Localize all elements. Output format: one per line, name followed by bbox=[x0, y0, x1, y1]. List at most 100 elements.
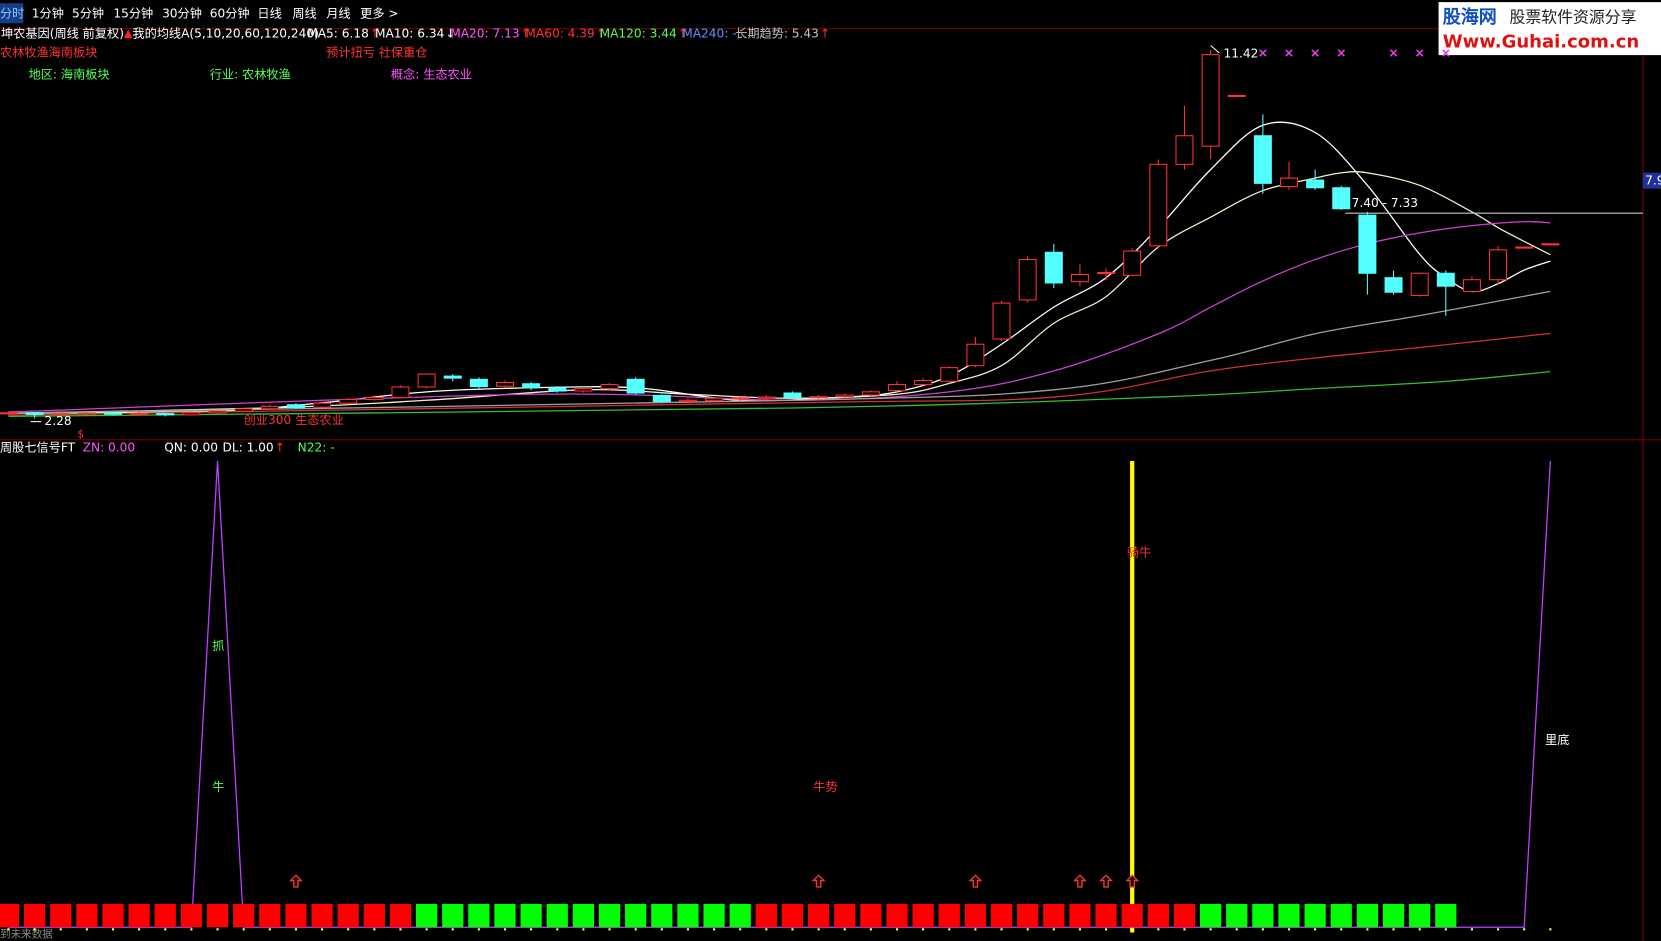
dot bbox=[190, 928, 193, 931]
readout: 概念: 生态农业 bbox=[391, 67, 472, 82]
tab[interactable]: 1分钟 bbox=[32, 5, 64, 20]
dot bbox=[1157, 928, 1160, 931]
readout-arrow: ↑ bbox=[820, 26, 830, 40]
signal-block bbox=[886, 903, 908, 928]
ma-line bbox=[8, 220, 1551, 413]
cross-marker bbox=[1311, 49, 1319, 57]
signal-block bbox=[363, 903, 385, 928]
candle-body bbox=[208, 410, 227, 414]
dot bbox=[164, 928, 167, 931]
candle-body bbox=[25, 412, 44, 415]
signal-block bbox=[1200, 903, 1222, 928]
tab[interactable]: 30分钟 bbox=[162, 5, 202, 20]
tab-highlight bbox=[0, 3, 24, 24]
signal-arrow bbox=[288, 874, 303, 888]
dot bbox=[33, 928, 36, 931]
candle-body bbox=[731, 397, 750, 400]
dot bbox=[7, 928, 10, 931]
signal-block bbox=[1173, 903, 1196, 928]
signal-label: 骑牛 bbox=[1127, 545, 1151, 560]
candle-body bbox=[260, 405, 279, 410]
candle-body bbox=[469, 378, 488, 388]
dot bbox=[1235, 928, 1238, 931]
panel-title: 周股七信号FT bbox=[0, 441, 76, 455]
candle-body bbox=[574, 388, 593, 392]
tab[interactable]: 60分钟 bbox=[210, 5, 250, 20]
signal-block bbox=[651, 903, 673, 928]
candle-body bbox=[417, 373, 436, 388]
dot bbox=[85, 928, 88, 931]
candle-body bbox=[783, 392, 802, 399]
tab[interactable]: 周线 bbox=[292, 6, 316, 20]
candle-body bbox=[51, 413, 70, 416]
dot bbox=[1392, 928, 1395, 931]
signal-block bbox=[468, 903, 490, 928]
dot bbox=[503, 928, 507, 931]
signal-block bbox=[520, 903, 542, 928]
candle-body bbox=[992, 302, 1011, 340]
readout: QN: 0.00 bbox=[164, 441, 218, 455]
cross-marker bbox=[1389, 49, 1398, 57]
candle-body bbox=[835, 394, 854, 398]
candle-body bbox=[1358, 214, 1377, 274]
candle-body bbox=[1489, 249, 1508, 281]
dot bbox=[843, 928, 846, 931]
signal-block bbox=[416, 903, 438, 928]
candle-body bbox=[1306, 179, 1325, 189]
readout: 行业: 农林牧渔 bbox=[210, 68, 291, 82]
candle-body bbox=[77, 412, 96, 415]
dot bbox=[556, 928, 559, 931]
dot bbox=[1366, 928, 1369, 931]
tab[interactable]: 5分钟 bbox=[72, 5, 104, 20]
signal-block bbox=[128, 903, 150, 928]
dot bbox=[1209, 928, 1212, 931]
candle-body bbox=[861, 391, 880, 396]
candle-body bbox=[391, 386, 410, 399]
tab[interactable]: 日线 bbox=[257, 6, 281, 20]
candle-body bbox=[966, 343, 985, 367]
candle-body bbox=[1044, 251, 1063, 284]
candle-body bbox=[548, 387, 567, 392]
tab[interactable]: 15分钟 bbox=[113, 5, 153, 20]
dot bbox=[111, 928, 115, 931]
dot bbox=[948, 928, 951, 931]
signal-block bbox=[1226, 903, 1248, 928]
readout: 预计扭亏 社保重仓 bbox=[326, 44, 427, 59]
readout-arrow: ↑ bbox=[275, 441, 285, 455]
signal-block bbox=[625, 903, 647, 928]
dot bbox=[1549, 928, 1552, 931]
candle-body bbox=[705, 397, 724, 402]
readout-arrow: ↓ bbox=[445, 26, 455, 40]
candle-body bbox=[339, 398, 358, 404]
price-tag bbox=[1642, 172, 1661, 189]
tab[interactable]: 更多 > bbox=[360, 6, 398, 20]
candle-body bbox=[1410, 272, 1429, 296]
tab[interactable]: 分时 bbox=[0, 6, 24, 20]
signal-block bbox=[1095, 903, 1117, 928]
ma-line bbox=[8, 290, 1551, 414]
signal-block bbox=[1304, 903, 1326, 928]
dot bbox=[739, 928, 742, 931]
price-line-label: 7.40 - 7.33 bbox=[1352, 196, 1418, 210]
dot bbox=[791, 928, 794, 931]
dot bbox=[1523, 928, 1526, 931]
signal-block bbox=[677, 903, 699, 928]
tab[interactable]: 月线 bbox=[326, 6, 350, 20]
dot bbox=[530, 928, 533, 931]
candle-body bbox=[286, 404, 305, 409]
logo-box bbox=[1438, 2, 1661, 56]
ma-line bbox=[8, 371, 1551, 418]
dot bbox=[477, 928, 480, 931]
readout: N22: - bbox=[298, 441, 335, 455]
signal-block bbox=[1409, 903, 1431, 928]
dot bbox=[1418, 928, 1421, 931]
candle-body bbox=[1436, 272, 1455, 287]
readout-arrow: ↑ bbox=[678, 26, 688, 40]
readout-arrow: ↑ bbox=[596, 26, 606, 40]
high-label: 11.42 bbox=[1224, 47, 1259, 61]
dot bbox=[1261, 928, 1264, 931]
logo-name: 股海网 bbox=[1442, 6, 1497, 28]
dot bbox=[1026, 928, 1029, 931]
